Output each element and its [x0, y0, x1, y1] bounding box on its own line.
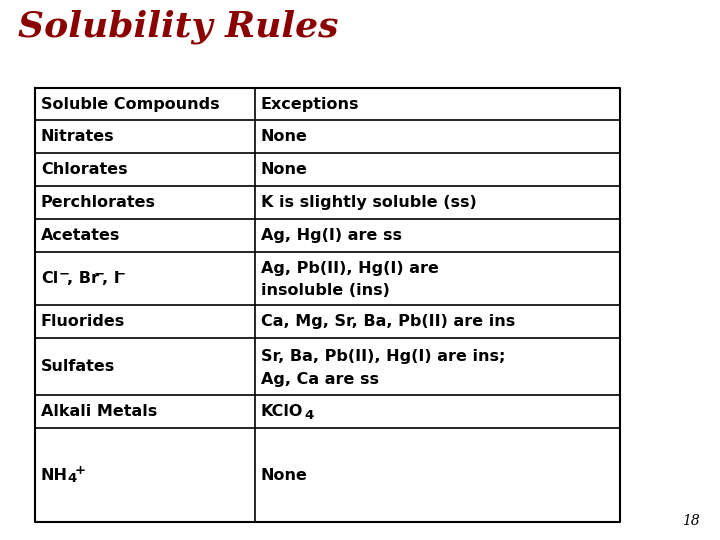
Text: None: None — [261, 129, 308, 144]
Text: Alkali Metals: Alkali Metals — [41, 404, 157, 419]
Text: −: − — [94, 267, 105, 280]
Text: KClO: KClO — [261, 404, 303, 419]
Text: None: None — [261, 468, 308, 483]
Text: Chlorates: Chlorates — [41, 162, 127, 177]
Text: Ca, Mg, Sr, Ba, Pb(II) are ins: Ca, Mg, Sr, Ba, Pb(II) are ins — [261, 314, 516, 329]
Text: Perchlorates: Perchlorates — [41, 195, 156, 210]
Text: None: None — [261, 162, 308, 177]
Text: Nitrates: Nitrates — [41, 129, 114, 144]
Text: NH: NH — [41, 468, 68, 483]
Text: Ag, Hg(I) are ss: Ag, Hg(I) are ss — [261, 228, 402, 243]
Text: Ag, Ca are ss: Ag, Ca are ss — [261, 372, 379, 387]
Text: Exceptions: Exceptions — [261, 97, 359, 111]
Text: Cl: Cl — [41, 271, 58, 286]
Text: , I: , I — [102, 271, 120, 286]
Text: 4: 4 — [304, 409, 313, 422]
Text: Soluble Compounds: Soluble Compounds — [41, 97, 220, 111]
Text: 18: 18 — [683, 514, 700, 528]
Text: Sr, Ba, Pb(II), Hg(I) are ins;: Sr, Ba, Pb(II), Hg(I) are ins; — [261, 349, 505, 364]
Text: −: − — [115, 267, 126, 280]
Text: −: − — [59, 267, 70, 280]
Text: K is slightly soluble (ss): K is slightly soluble (ss) — [261, 195, 477, 210]
Text: +: + — [75, 463, 86, 476]
Text: Ag, Pb(II), Hg(I) are: Ag, Pb(II), Hg(I) are — [261, 261, 439, 276]
Text: , Br: , Br — [67, 271, 99, 286]
Text: 4: 4 — [67, 471, 76, 484]
Bar — [35, 88, 620, 522]
Text: insoluble (ins): insoluble (ins) — [261, 282, 390, 298]
Text: Fluorides: Fluorides — [41, 314, 125, 329]
Text: Acetates: Acetates — [41, 228, 120, 243]
Text: Solubility Rules: Solubility Rules — [18, 10, 338, 44]
Text: Sulfates: Sulfates — [41, 359, 115, 374]
